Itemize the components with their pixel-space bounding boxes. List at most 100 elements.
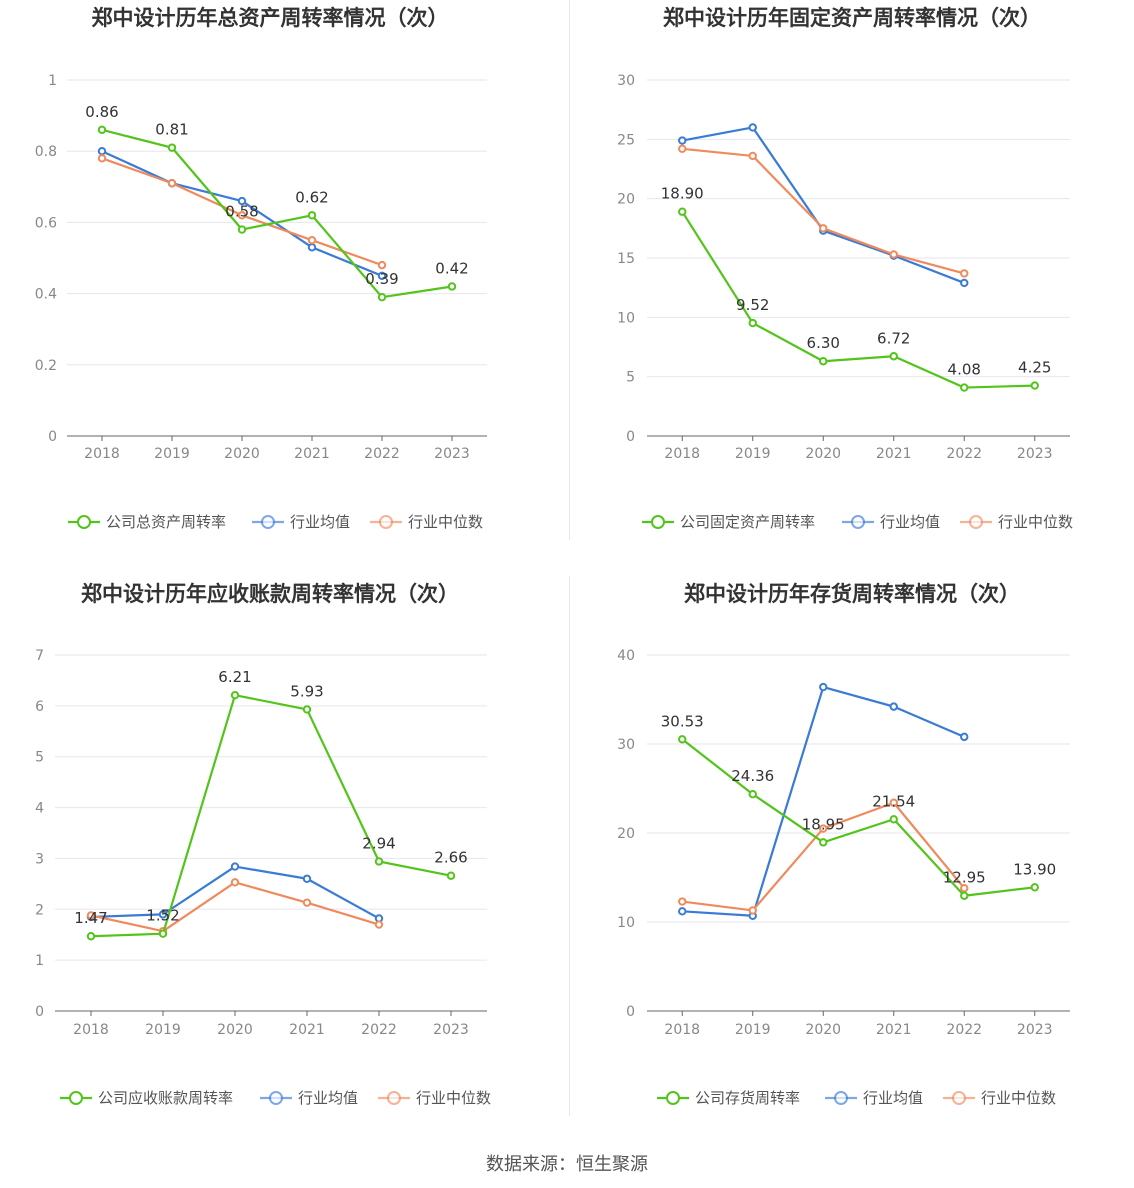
legend-label: 行业均值 xyxy=(880,513,940,531)
data-point-median xyxy=(960,269,969,278)
y-tick-label: 6 xyxy=(35,699,44,715)
y-tick-label: 20 xyxy=(617,826,635,842)
legend-label: 公司应收账款周转率 xyxy=(98,1089,233,1107)
data-point-company xyxy=(960,891,969,900)
chart-receivables-turnover: 郑中设计历年应收账款周转率情况（次） 0 1 2 3 4 5 6 7 2018 2019 2020 20… xyxy=(0,576,567,1152)
data-label: 4.25 xyxy=(1018,359,1051,377)
x-tick-label: 2019 xyxy=(145,1022,181,1038)
y-tick-label: 40 xyxy=(617,648,635,664)
y-tick-label: 1 xyxy=(35,953,44,969)
x-tick-label: 2022 xyxy=(361,1022,397,1038)
data-point-median xyxy=(960,883,969,893)
data-point-median xyxy=(302,898,312,907)
legend-item-median[interactable]: 行业中位数 xyxy=(378,1089,491,1107)
data-label: 0.62 xyxy=(295,188,328,206)
x-tick-label: 2019 xyxy=(735,1022,771,1038)
series-line-company xyxy=(101,128,453,299)
y-tick-label: 10 xyxy=(617,310,635,326)
y-tick-label: 0 xyxy=(35,1004,44,1020)
data-point-avg xyxy=(748,123,757,132)
legend-marker xyxy=(261,515,275,529)
legend-item-company[interactable]: 公司应收账款周转率 xyxy=(60,1089,233,1107)
data-label: 0.39 xyxy=(365,270,398,288)
y-tick-label: 0.6 xyxy=(35,215,57,231)
legend-marker xyxy=(387,1091,401,1105)
chart-total-asset-turnover: 郑中设计历年总资产周转率情况（次） 0 0.2 0.4 0.6 0.8 1 2018 2019 2… xyxy=(0,0,567,576)
legend-marker xyxy=(69,1091,83,1105)
data-label: 6.21 xyxy=(218,668,251,686)
legend-label: 公司存货周转率 xyxy=(695,1089,800,1107)
data-label: 24.36 xyxy=(731,767,774,785)
legend-marker xyxy=(77,515,91,529)
x-tick-label: 2018 xyxy=(73,1022,109,1038)
y-tick-label: 0.4 xyxy=(35,287,57,303)
legend-label: 行业中位数 xyxy=(981,1089,1056,1107)
y-tick-label: 7 xyxy=(35,648,44,664)
legend-label: 行业均值 xyxy=(863,1089,923,1107)
data-point-avg xyxy=(158,910,168,919)
y-tick-label: 2 xyxy=(35,902,44,918)
legend-item-company[interactable]: 公司固定资产周转率 xyxy=(642,513,815,531)
y-tick-label: 5 xyxy=(626,370,635,386)
data-label: 6.72 xyxy=(877,329,910,347)
legend-item-median[interactable]: 行业中位数 xyxy=(960,513,1073,531)
legend-item-avg[interactable]: 行业均值 xyxy=(252,513,350,531)
x-tick-label: 2020 xyxy=(805,1022,841,1038)
y-tick-label: 20 xyxy=(617,192,635,208)
data-point-company xyxy=(377,292,387,302)
y-tick-label: 0 xyxy=(626,429,635,445)
data-point-median xyxy=(377,260,387,270)
legend-label: 行业中位数 xyxy=(998,513,1073,531)
chart-title: 郑中设计历年总资产周转率情况（次） xyxy=(92,6,449,30)
legend-item-company[interactable]: 公司存货周转率 xyxy=(657,1089,800,1107)
data-point-company xyxy=(307,211,317,220)
x-tick-label: 2023 xyxy=(1017,1022,1053,1038)
data-point-avg xyxy=(889,702,898,711)
series-line-company xyxy=(90,694,452,938)
chart-title: 郑中设计历年固定资产周转率情况（次） xyxy=(663,6,1041,30)
x-tick-label: 2023 xyxy=(433,1022,469,1038)
data-point-median xyxy=(889,250,898,259)
legend-item-median[interactable]: 行业中位数 xyxy=(943,1089,1056,1107)
legend-item-avg[interactable]: 行业均值 xyxy=(842,513,940,531)
data-point-company xyxy=(819,357,828,366)
legend-label: 行业均值 xyxy=(298,1089,358,1107)
data-label: 21.54 xyxy=(872,792,915,810)
legend-item-median[interactable]: 行业中位数 xyxy=(370,513,483,531)
chart-fixed-asset-turnover: 郑中设计历年固定资产周转率情况（次） 0 5 10 15 20 25 30 2018 2019 20… xyxy=(567,0,1134,576)
data-label: 12.95 xyxy=(943,869,986,887)
legend-item-company[interactable]: 公司总资产周转率 xyxy=(68,513,226,531)
x-tick-label: 2020 xyxy=(224,446,260,462)
x-tick-label: 2020 xyxy=(217,1022,253,1038)
data-point-company xyxy=(97,125,107,135)
data-point-avg xyxy=(302,874,312,883)
data-label: 6.30 xyxy=(807,334,840,352)
legend-item-avg[interactable]: 行业均值 xyxy=(825,1089,923,1107)
chart-title: 郑中设计历年应收账款周转率情况（次） xyxy=(81,582,459,606)
data-point-company xyxy=(889,815,898,824)
x-tick-label: 2021 xyxy=(876,446,912,462)
data-label: 1.52 xyxy=(146,907,179,925)
legend-marker xyxy=(851,515,865,529)
data-point-median xyxy=(307,236,317,245)
data-label: 18.95 xyxy=(802,815,845,833)
legend-marker xyxy=(952,1091,966,1105)
chart-inventory-turnover: 郑中设计历年存货周转率情况（次） 0 10 20 30 40 2018 2019 2020 202… xyxy=(567,576,1134,1152)
x-tick-label: 2021 xyxy=(289,1022,325,1038)
data-source-note: 数据来源：恒生聚源 xyxy=(486,1154,648,1175)
data-point-company xyxy=(230,690,240,700)
x-tick-label: 2023 xyxy=(1017,446,1053,462)
data-point-median xyxy=(230,878,240,887)
data-point-avg xyxy=(960,278,969,288)
divider-bottom xyxy=(569,576,570,1116)
y-tick-label: 25 xyxy=(617,132,635,148)
data-label: 30.53 xyxy=(661,712,704,730)
data-point-avg xyxy=(307,243,317,252)
legend-label: 行业中位数 xyxy=(416,1089,491,1107)
data-point-company xyxy=(748,318,757,328)
series-line-company xyxy=(681,738,1035,897)
data-point-avg xyxy=(230,862,240,871)
data-point-median xyxy=(167,179,177,188)
legend-item-avg[interactable]: 行业均值 xyxy=(260,1089,358,1107)
